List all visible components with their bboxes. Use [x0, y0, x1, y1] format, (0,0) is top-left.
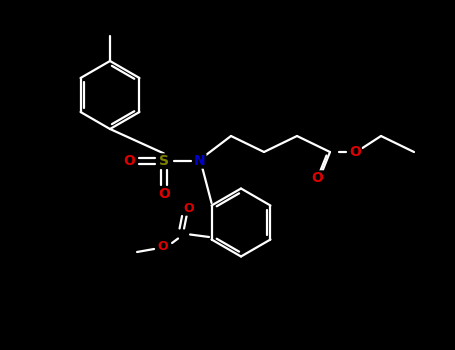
- Text: O: O: [158, 187, 170, 201]
- Text: O: O: [184, 202, 194, 215]
- Text: O: O: [312, 171, 324, 185]
- Text: O: O: [123, 154, 135, 168]
- Text: N: N: [194, 154, 206, 168]
- Text: S: S: [159, 154, 169, 168]
- Text: O: O: [349, 145, 361, 159]
- Text: O: O: [158, 240, 168, 253]
